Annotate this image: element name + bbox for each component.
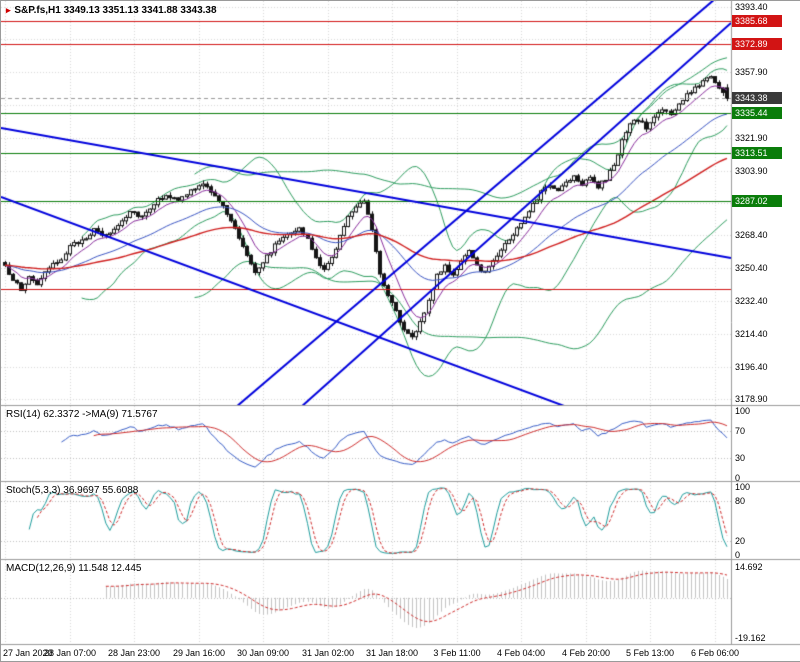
time-axis-label: 29 Jan 16:00 <box>172 648 226 658</box>
stoch-name: Stoch(5,3,3) <box>6 485 61 496</box>
rsi-name: RSI(14) <box>6 409 41 420</box>
rsi-axis-label: 100 <box>735 406 751 416</box>
price-axis-label: 3321.90 <box>735 133 768 143</box>
time-axis-label: 30 Jan 09:00 <box>236 648 290 658</box>
price-axis-label: 3178.90 <box>735 394 768 404</box>
rsi-axis-label: 70 <box>735 426 746 436</box>
symbol-timeframe-label: S&P.fs,H1 <box>14 5 61 16</box>
time-axis-label: 4 Feb 20:00 <box>561 648 611 658</box>
macd-name: MACD(12,26,9) <box>6 563 76 574</box>
price-axis-label: 3357.90 <box>735 67 768 77</box>
price-axis-label: 3268.40 <box>735 230 768 240</box>
ohlc-values: 3349.13 3351.13 3341.88 3343.38 <box>63 5 217 16</box>
price-level-badge: 3372.89 <box>732 38 782 50</box>
time-axis-label: 3 Feb 11:00 <box>433 648 481 658</box>
price-axis-label: 3393.40 <box>735 2 768 12</box>
stoch-indicator-label: Stoch(5,3,3) 36.9697 55.6088 <box>6 485 138 497</box>
stoch-axis-label: 80 <box>735 496 746 506</box>
stoch-axis-label: 20 <box>735 536 746 546</box>
stoch-axis-label: 100 <box>735 482 751 492</box>
price-level-badge: 3385.68 <box>732 15 782 27</box>
symbol-ohlc-title: ▸ S&P.fs,H1 3349.13 3351.13 3341.88 3343… <box>6 4 217 17</box>
rsi-axis-label: 30 <box>735 453 746 463</box>
current-price-badge: 3343.38 <box>732 92 782 104</box>
rsi-indicator-label: RSI(14) 62.3372 ->MA(9) 71.5767 <box>6 409 158 421</box>
rsi-ma-name: ->MA(9) <box>82 409 119 420</box>
macd-signal-value: 12.445 <box>110 563 142 574</box>
stoch-d-value: 55.6088 <box>102 485 139 496</box>
tick-direction-icon: ▸ <box>6 5 11 15</box>
stoch-k-value: 36.9697 <box>63 485 100 496</box>
time-axis-label: 28 Jan 23:00 <box>107 648 161 658</box>
time-axis-label: 28 Jan 07:00 <box>43 648 97 658</box>
price-axis-label: 3232.40 <box>735 296 768 306</box>
price-axis-label: 3214.40 <box>735 329 768 339</box>
macd-axis-label: -19.162 <box>735 633 766 643</box>
price-axis-label: 3250.40 <box>735 263 768 273</box>
price-axis-label: 3196.40 <box>735 362 768 372</box>
rsi-ma-value: 71.5767 <box>121 409 158 420</box>
price-level-badge: 3313.51 <box>732 147 782 159</box>
time-axis-label: 31 Jan 18:00 <box>365 648 419 658</box>
price-axis-label: 3303.90 <box>735 166 768 176</box>
time-axis-label: 31 Jan 02:00 <box>301 648 355 658</box>
macd-axis-label: 14.692 <box>735 562 763 572</box>
time-axis-label: 27 Jan 2020 <box>3 648 53 658</box>
time-axis-label: 5 Feb 13:00 <box>625 648 675 658</box>
rsi-axis-label: 0 <box>735 473 741 483</box>
rsi-value: 62.3372 <box>43 409 80 420</box>
macd-value: 11.548 <box>78 563 109 574</box>
time-axis-label: 6 Feb 06:00 <box>690 648 740 658</box>
price-level-badge: 3287.02 <box>732 195 782 207</box>
stoch-axis-label: 0 <box>735 550 741 560</box>
price-level-badge: 3335.44 <box>732 107 782 119</box>
time-axis-label: 4 Feb 04:00 <box>496 648 546 658</box>
macd-indicator-label: MACD(12,26,9) 11.548 12.445 <box>6 563 141 575</box>
